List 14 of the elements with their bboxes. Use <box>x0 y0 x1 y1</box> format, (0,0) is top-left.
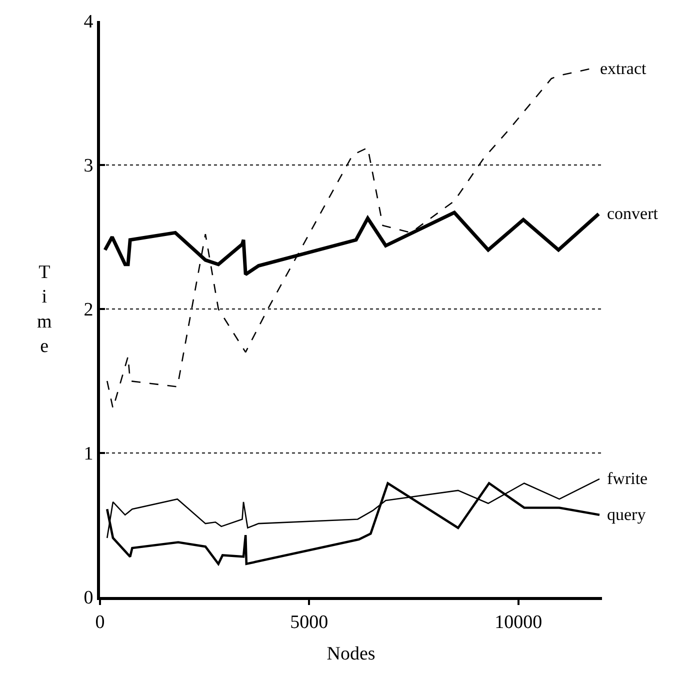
x-tick-label: 10000 <box>494 612 542 633</box>
series-label: convert <box>607 204 658 223</box>
y-tick-label: 4 <box>84 12 94 33</box>
y-tick-label: 1 <box>84 444 94 465</box>
y-tick-label: 2 <box>84 300 94 321</box>
series-label: query <box>607 505 646 524</box>
line-series <box>106 482 601 566</box>
series-label: extract <box>600 59 647 78</box>
series-label: fwrite <box>607 469 648 488</box>
x-axis-title: Nodes <box>326 644 376 665</box>
x-tick-label: 5000 <box>290 612 328 633</box>
y-axis-title: Time <box>37 262 52 358</box>
y-tick-label: 0 <box>84 588 94 609</box>
y-tick-label: 3 <box>84 156 94 177</box>
